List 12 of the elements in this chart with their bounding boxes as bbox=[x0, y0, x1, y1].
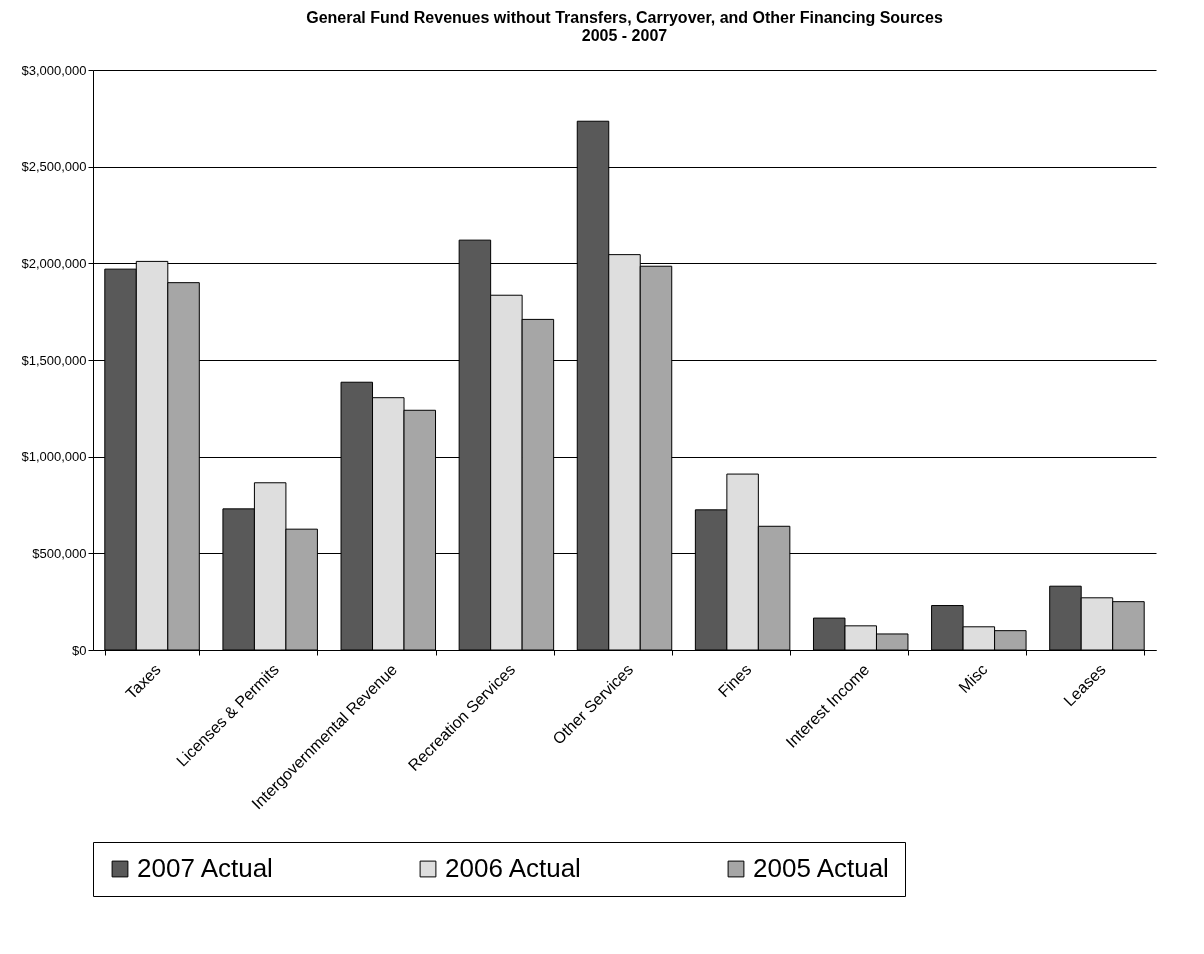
legend-label: 2007 Actual bbox=[137, 853, 273, 883]
y-tick-label: $1,500,000 bbox=[21, 352, 87, 368]
y-tick-label: $2,000,000 bbox=[21, 255, 87, 271]
legend-label: 2005 Actual bbox=[753, 853, 889, 883]
y-tick-label: $1,000,000 bbox=[21, 449, 87, 465]
y-tick-label: $0 bbox=[72, 642, 87, 658]
y-tick-label: $3,000,000 bbox=[21, 62, 87, 78]
y-tick-label: $500,000 bbox=[32, 545, 87, 561]
chart-title: General Fund Revenues without Transfers, Carryover, and Other Financing Sources 2005 - 2007 bbox=[306, 9, 943, 44]
x-tick-label: Misc bbox=[955, 660, 991, 697]
y-tick-label: $2,500,000 bbox=[21, 159, 87, 175]
legend-label: 2006 Actual bbox=[445, 853, 581, 883]
